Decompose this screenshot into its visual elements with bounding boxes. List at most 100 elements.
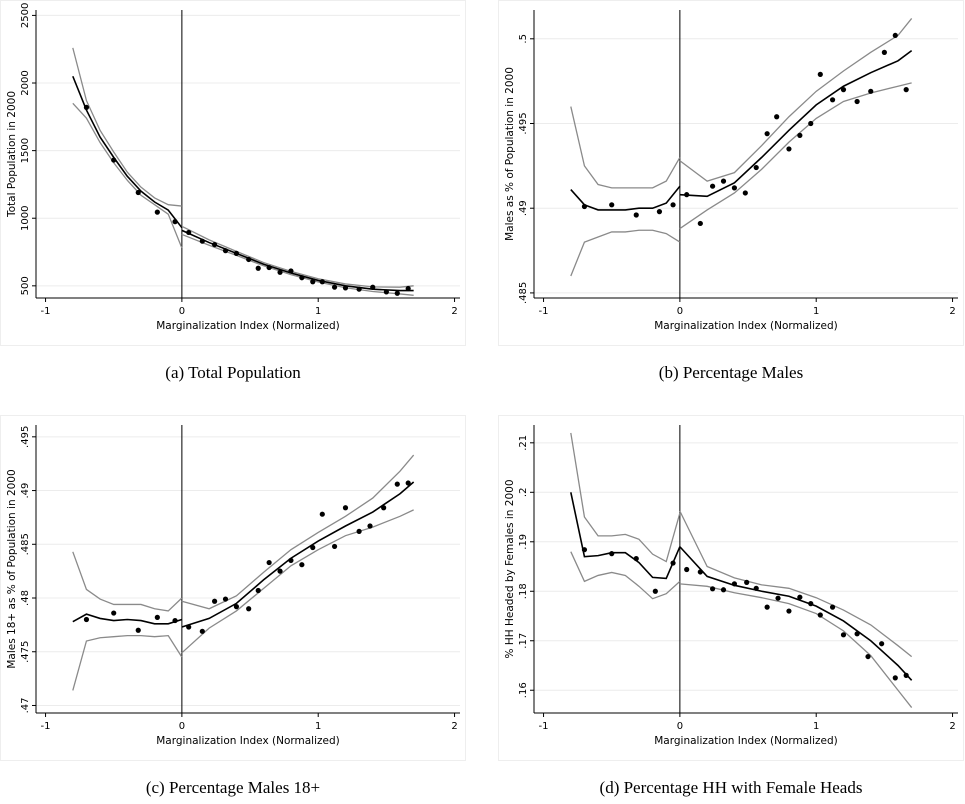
data-point	[186, 624, 192, 630]
data-point	[808, 120, 814, 127]
data-point	[697, 569, 703, 575]
data-point	[609, 202, 615, 208]
data-point	[233, 250, 240, 256]
data-point	[310, 544, 316, 551]
y-tick-label: .2	[518, 488, 529, 498]
data-point	[817, 612, 823, 618]
ci-line	[570, 551, 681, 600]
data-point	[720, 178, 727, 184]
x-tick-label: 0	[677, 721, 683, 732]
fit-line	[72, 613, 183, 625]
data-point	[817, 71, 823, 77]
ci-line	[72, 47, 182, 207]
data-point	[892, 675, 898, 681]
y-tick-label: 2000	[20, 70, 31, 95]
panel-frame	[498, 415, 964, 761]
data-point	[786, 608, 792, 614]
data-point	[753, 164, 759, 171]
data-point	[774, 114, 780, 120]
data-point	[731, 581, 738, 587]
fit-line	[72, 75, 183, 229]
data-point	[266, 559, 272, 566]
data-point	[135, 189, 141, 196]
x-tick-label: 2	[451, 721, 457, 732]
y-tick-label: .495	[518, 112, 529, 134]
data-point	[854, 98, 860, 105]
fit-line	[181, 229, 414, 292]
data-point	[581, 547, 588, 553]
data-point	[172, 617, 178, 624]
y-tick-label: .18	[518, 583, 529, 599]
x-tick-label: 1	[315, 721, 321, 732]
ci-line	[570, 229, 681, 277]
y-axis-label: Total Population in 2000	[6, 91, 18, 218]
data-point	[797, 594, 803, 600]
data-point	[786, 146, 792, 152]
data-point	[277, 568, 283, 574]
y-tick-label: .16	[518, 682, 529, 698]
fit-line	[679, 546, 913, 681]
data-point	[709, 183, 716, 189]
x-tick-label: 0	[677, 306, 683, 317]
data-point	[829, 97, 836, 103]
data-point	[331, 284, 338, 290]
data-point	[135, 627, 141, 633]
y-tick-label: .475	[20, 641, 31, 663]
y-tick-label: .19	[518, 534, 529, 550]
data-point	[656, 209, 663, 215]
x-tick-label: 0	[179, 306, 185, 317]
x-tick-label: 0	[179, 721, 185, 732]
data-point	[808, 601, 814, 607]
data-point	[879, 641, 885, 647]
data-point	[775, 595, 781, 601]
data-point	[319, 279, 325, 285]
y-axis-label: % HH Headed by Females in 2000	[504, 480, 516, 659]
data-point	[405, 480, 411, 486]
ci-line	[679, 510, 913, 658]
data-point	[342, 505, 349, 511]
data-point	[111, 610, 117, 616]
x-tick-label: 1	[315, 306, 321, 317]
data-point	[903, 87, 909, 93]
data-point	[840, 87, 847, 93]
x-tick-label: -1	[539, 306, 549, 317]
data-point	[394, 481, 400, 487]
data-point	[246, 606, 252, 612]
data-point	[154, 614, 160, 620]
panel-frame	[0, 415, 466, 761]
data-point	[697, 220, 703, 227]
ci-line	[679, 18, 913, 182]
data-point	[892, 32, 898, 39]
data-point	[581, 203, 588, 210]
x-tick-label: 1	[813, 306, 819, 317]
y-tick-label: .495	[20, 426, 31, 448]
x-tick-label: -1	[41, 306, 51, 317]
x-tick-label: -1	[539, 721, 549, 732]
data-point	[222, 248, 229, 254]
chart-panel: .47 .475 .48 .485 .49 .495 -1 0 1 2 Marginalizatio…	[0, 415, 466, 797]
data-point	[633, 556, 639, 562]
data-point	[764, 604, 770, 610]
caption: (a) Total Population	[165, 363, 301, 382]
data-point	[370, 284, 376, 290]
y-tick-label: .48	[20, 590, 31, 606]
caption: (c) Percentage Males 18+	[146, 778, 320, 797]
data-point	[840, 632, 847, 638]
data-point	[881, 49, 887, 55]
data-point	[753, 585, 759, 591]
chart-panel: 500 1000 1500 2000 2500 -1 0 1 2 Marginalization …	[0, 0, 466, 382]
data-point	[670, 560, 676, 566]
chart-panel: .485 .49 .495 .5 -1 0 1 2 Marginalization Index …	[498, 0, 964, 382]
y-tick-label: 1500	[20, 138, 31, 163]
y-axis-label: Males 18+ as % of Population in 2000	[6, 469, 18, 668]
data-point	[797, 132, 803, 138]
data-point	[854, 631, 860, 637]
data-point	[670, 202, 676, 208]
x-tick-label: -1	[41, 721, 51, 732]
data-point	[288, 557, 294, 564]
data-point	[367, 523, 373, 529]
data-point	[111, 157, 117, 163]
data-point	[186, 229, 192, 236]
panel-frame	[498, 0, 964, 346]
data-point	[288, 268, 294, 274]
